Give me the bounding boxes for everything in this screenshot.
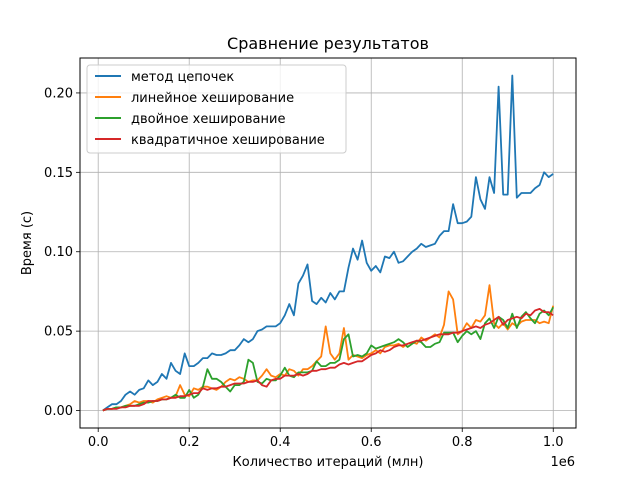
legend-label-4: квадратичное хеширование <box>131 133 325 148</box>
chart-title: Сравнение результатов <box>227 34 429 53</box>
y-tick-label: 0.10 <box>44 245 73 260</box>
x-tick-label: 0.4 <box>270 435 291 450</box>
legend-box <box>86 64 347 154</box>
x-tick-label: 0.6 <box>361 435 382 450</box>
x-offset-label: 1e6 <box>550 455 575 470</box>
series-line-1 <box>102 74 554 412</box>
y-tick-label: 0.20 <box>44 86 73 101</box>
y-tick-label: 0.15 <box>44 166 73 181</box>
legend-label-3: двойное хеширование <box>131 112 285 127</box>
x-tick-label: 1.0 <box>543 435 564 450</box>
axis-ticks: 0.0 0.2 0.4 0.6 0.8 1.0 0.00 0.05 0.10 0.15 0.20 <box>44 86 564 450</box>
series-line-4 <box>102 307 554 412</box>
y-tick-label: 0.00 <box>44 404 73 419</box>
x-tick-label: 0.8 <box>452 435 473 450</box>
y-tick-label: 0.05 <box>44 325 73 340</box>
legend-label-1: метод цепочек <box>131 70 234 85</box>
series-layer <box>102 74 555 412</box>
x-tick-label: 0.0 <box>88 435 109 450</box>
y-axis-label: Время (с) <box>20 211 35 275</box>
x-axis-label: Количество итераций (млн) <box>233 455 424 470</box>
x-tick-label: 0.2 <box>179 435 200 450</box>
legend: метод цепочек линейное хеширование двойное… <box>86 64 347 154</box>
legend-label-2: линейное хеширование <box>131 91 294 106</box>
series-line-2 <box>102 284 555 412</box>
plot-frame <box>79 57 577 429</box>
